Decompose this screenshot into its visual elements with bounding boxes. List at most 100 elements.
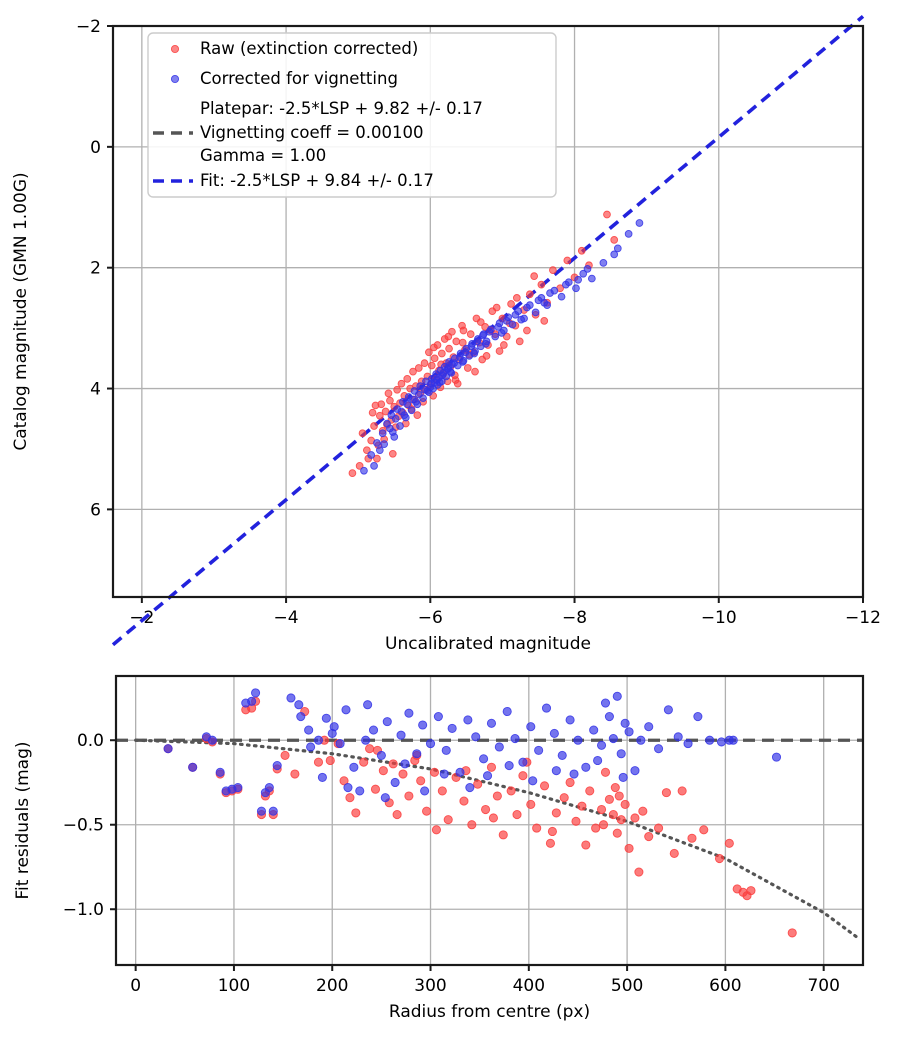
legend-entry: Vignetting coeff = 0.00100 — [153, 123, 424, 142]
data-point — [458, 338, 467, 347]
data-point — [435, 378, 444, 387]
data-point — [272, 761, 282, 771]
data-point — [540, 317, 549, 325]
vignetting-model-curve — [134, 738, 860, 940]
data-point — [367, 451, 376, 459]
data-point — [600, 698, 611, 708]
legend-label: Vignetting coeff = 0.00100 — [200, 123, 424, 142]
data-point — [207, 735, 217, 745]
data-point — [349, 762, 359, 772]
y-tick-label: −0.5 — [63, 816, 104, 836]
data-point — [413, 411, 422, 419]
data-point — [439, 769, 449, 779]
photometry-calibration-panel: −2 −4 −6 −8 −10 −12 −2 0 2 4 6 Uncalibrated magnitu… — [11, 14, 881, 654]
data-point — [613, 244, 622, 253]
data-point — [370, 422, 378, 430]
data-point — [382, 717, 392, 727]
top-axis-frame — [111, 24, 865, 599]
data-point — [420, 359, 429, 368]
data-point — [414, 390, 423, 399]
data-point — [313, 735, 324, 745]
data-point — [400, 411, 409, 419]
data-point — [559, 793, 569, 803]
data-point — [422, 806, 432, 816]
data-point — [313, 757, 324, 767]
y-tick-label: 0 — [90, 138, 101, 158]
data-point — [247, 696, 257, 706]
data-point — [392, 810, 402, 820]
data-point — [360, 466, 368, 475]
data-point — [479, 331, 487, 340]
bottom-tick-labels: 0 100 200 300 400 500 600 700 0.0 −0.5 −1.0 — [63, 731, 840, 996]
data-point — [620, 799, 630, 809]
top-tick-labels: −2 −4 −6 −8 −10 −12 −2 0 2 4 6 — [76, 17, 881, 628]
data-point — [163, 744, 173, 754]
data-point — [565, 777, 575, 788]
x-tick-label: 500 — [611, 976, 643, 996]
data-point — [787, 928, 797, 938]
data-point — [397, 379, 406, 388]
data-point — [251, 688, 261, 698]
data-point — [378, 766, 388, 776]
y-tick-label: 4 — [90, 380, 101, 400]
data-point — [495, 347, 504, 355]
data-point — [355, 462, 364, 470]
data-point — [341, 705, 351, 715]
legend-label: Raw (extinction corrected) — [200, 39, 418, 58]
data-point — [378, 429, 387, 438]
data-point — [541, 703, 552, 713]
data-point — [523, 326, 531, 335]
y-tick-label: −1.0 — [63, 900, 104, 920]
data-point — [437, 349, 446, 358]
data-point — [447, 723, 457, 733]
data-point — [518, 771, 528, 781]
data-point — [370, 784, 381, 794]
x-tick-label: 100 — [218, 976, 250, 996]
data-point — [492, 791, 502, 801]
data-point — [375, 411, 384, 420]
data-point — [593, 755, 603, 766]
data-point — [351, 808, 361, 818]
data-point — [466, 330, 475, 339]
x-tick-label: −12 — [845, 608, 881, 628]
y-tick-label: −2 — [76, 17, 101, 37]
data-point — [545, 838, 555, 848]
data-point — [376, 750, 386, 760]
data-point — [412, 397, 420, 406]
data-point — [614, 791, 624, 801]
data-point — [404, 708, 414, 718]
data-point — [638, 806, 648, 816]
data-point — [390, 777, 400, 788]
data-point — [459, 796, 469, 806]
data-point — [452, 337, 461, 346]
data-point — [526, 799, 536, 809]
data-point — [325, 755, 335, 766]
data-point — [327, 728, 337, 739]
data-point — [268, 806, 278, 816]
data-point — [427, 379, 435, 388]
data-point — [618, 772, 628, 782]
data-point — [414, 364, 423, 372]
data-point — [587, 274, 596, 283]
data-point — [188, 762, 198, 772]
x-tick-label: −10 — [701, 608, 737, 628]
data-point — [294, 700, 304, 710]
data-point — [577, 801, 587, 811]
data-point — [388, 449, 397, 458]
corrected-residual-series — [163, 688, 782, 816]
data-point — [386, 396, 394, 405]
data-point — [608, 810, 618, 820]
data-point — [455, 767, 465, 777]
data-point — [597, 740, 607, 750]
data-point — [669, 848, 679, 859]
data-point — [500, 341, 508, 349]
data-point — [375, 446, 384, 455]
data-point — [636, 735, 646, 745]
data-point — [486, 718, 497, 728]
data-point — [391, 414, 400, 423]
data-point — [557, 292, 566, 301]
data-point — [502, 332, 511, 341]
x-tick-label: −6 — [418, 608, 443, 628]
data-point — [525, 290, 534, 299]
data-point — [476, 318, 485, 326]
